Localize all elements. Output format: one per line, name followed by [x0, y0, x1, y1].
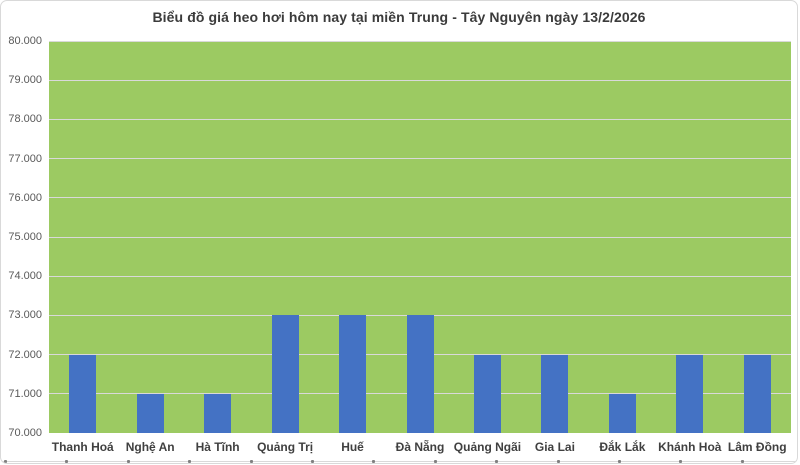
- x-category-label: Lâm Đồng: [727, 440, 787, 454]
- bar-đắk-lắk: [608, 393, 636, 433]
- x-category-label: Thanh Hoá: [51, 440, 114, 454]
- axis-tick: [740, 460, 744, 463]
- bar-quảng-ngãi: [473, 354, 501, 433]
- axis-tick: [65, 460, 69, 463]
- x-category-label: Huế: [341, 440, 364, 454]
- x-category-label: Quảng Ngãi: [453, 440, 522, 454]
- bar-khánh-hoà: [676, 354, 704, 433]
- bar-quảng-trị: [271, 315, 299, 433]
- y-tick-label: 71.000: [8, 387, 42, 400]
- gridline: [49, 40, 791, 42]
- chart-title: Biểu đồ giá heo hơi hôm nay tại miền Tru…: [152, 9, 646, 25]
- axis-tick: [249, 460, 253, 463]
- plot-area: [49, 40, 791, 433]
- y-tick-label: 70.000: [8, 427, 42, 439]
- gridline: [49, 158, 791, 160]
- axis-tick: [618, 460, 621, 463]
- axis-tick: [679, 460, 683, 463]
- x-category-label: Gia Lai: [534, 440, 575, 454]
- gridline: [49, 275, 791, 277]
- x-category-label: Hà Tĩnh: [195, 440, 240, 454]
- axis-tick: [372, 460, 376, 463]
- axis-tick: [126, 460, 130, 463]
- y-tick-label: 79.000: [8, 74, 42, 87]
- y-tick-label: 75.000: [8, 231, 42, 243]
- gridline: [49, 118, 791, 120]
- x-category-label: Đắk Lắk: [599, 440, 646, 454]
- x-axis-line: [1, 461, 797, 462]
- y-tick-label: 72.000: [8, 348, 42, 361]
- bar-đà-nẵng: [406, 315, 434, 433]
- x-category-label: Nghệ An: [125, 440, 175, 454]
- x-category-label: Quảng Trị: [257, 440, 314, 454]
- x-category-label: Đà Nẵng: [395, 440, 445, 454]
- y-tick-label: 74.000: [8, 270, 42, 283]
- bar-hà-tĩnh: [204, 393, 232, 433]
- gridline: [49, 79, 791, 81]
- axis-tick: [433, 460, 437, 463]
- bar-thanh-hoá: [69, 354, 97, 433]
- y-tick-label: 78.000: [8, 113, 42, 126]
- axis-tick: [495, 460, 499, 463]
- x-axis-labels: Thanh Hoá Nghệ An Hà Tĩnh Quảng Trị Huế Đà Nẵ…: [49, 438, 791, 458]
- x-category-label: Khánh Hoà: [658, 440, 722, 454]
- bar-huế: [339, 315, 367, 433]
- y-tick-label: 73.000: [8, 309, 42, 322]
- y-axis-labels: 70.000 71.000 72.000 73.000 74.000 75.000 76.0…: [1, 35, 42, 439]
- bar-lâm-đồng: [743, 354, 771, 433]
- axis-tick: [4, 460, 7, 463]
- bar-gia-lai: [541, 354, 569, 433]
- gridline: [49, 197, 791, 199]
- gridline: [49, 236, 791, 238]
- y-tick-label: 76.000: [8, 191, 42, 204]
- bar-nghệ-an: [136, 393, 164, 433]
- axis-tick: [311, 460, 314, 463]
- y-tick-label: 80.000: [8, 35, 42, 47]
- axis-tick: [556, 460, 560, 463]
- axis-tick: [188, 460, 192, 463]
- y-tick-label: 77.000: [8, 152, 42, 165]
